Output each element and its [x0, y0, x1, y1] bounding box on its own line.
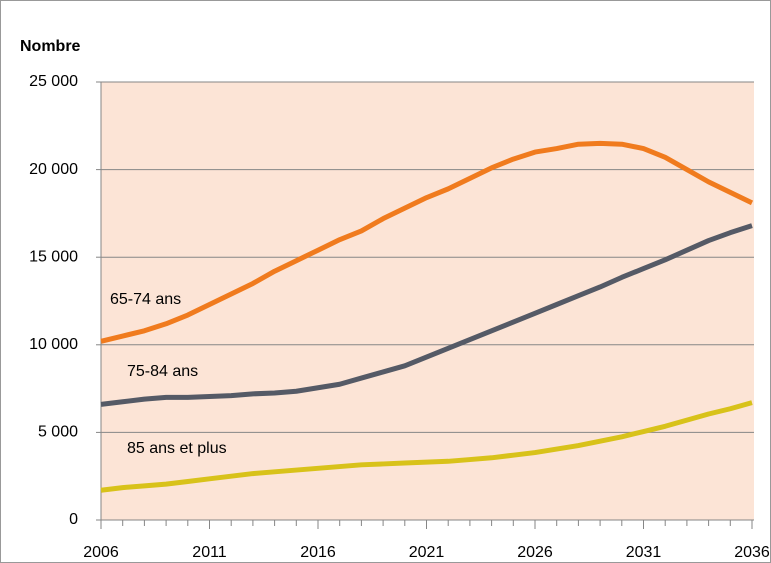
y-tick-label: 20 000 [29, 161, 78, 178]
series-label: 75-84 ans [127, 363, 198, 380]
series-label: 65-74 ans [110, 291, 181, 308]
x-tick-label: 2026 [517, 544, 553, 561]
y-tick-label: 10 000 [29, 336, 78, 353]
y-tick-label: 0 [69, 511, 78, 528]
y-tick-label: 25 000 [29, 73, 78, 90]
series-line [100, 223, 753, 407]
series-line [100, 400, 753, 493]
x-tick-label: 2021 [409, 544, 445, 561]
series-line [100, 140, 754, 344]
x-tick-label: 2011 [192, 544, 227, 561]
series-label: 85 ans et plus [127, 440, 227, 457]
plot-area [101, 82, 754, 520]
x-tick-label: 2036 [734, 544, 770, 561]
y-tick-label: 5 000 [38, 424, 78, 441]
x-tick-label: 2016 [300, 544, 336, 561]
y-tick-label: 15 000 [29, 248, 78, 265]
x-tick-label: 2031 [626, 544, 662, 561]
x-tick-label: 2006 [83, 544, 119, 561]
y-axis-title: Nombre [20, 38, 81, 55]
